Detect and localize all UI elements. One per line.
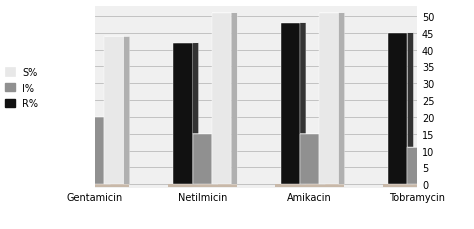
Polygon shape [339, 14, 345, 184]
Polygon shape [168, 184, 237, 187]
Polygon shape [231, 14, 237, 184]
Polygon shape [281, 24, 300, 184]
Polygon shape [300, 134, 319, 184]
Polygon shape [408, 34, 413, 184]
Polygon shape [300, 24, 306, 184]
Polygon shape [85, 117, 104, 184]
Polygon shape [427, 147, 433, 184]
Legend: S%, I%, R%: S%, I%, R% [3, 65, 40, 111]
Polygon shape [275, 184, 344, 187]
Polygon shape [85, 40, 91, 184]
Polygon shape [212, 14, 231, 184]
Polygon shape [388, 34, 408, 184]
Polygon shape [192, 44, 199, 184]
Polygon shape [446, 10, 452, 184]
Polygon shape [104, 37, 124, 184]
Polygon shape [427, 10, 446, 184]
Polygon shape [66, 40, 85, 184]
Polygon shape [60, 184, 129, 187]
Polygon shape [383, 184, 452, 187]
Polygon shape [408, 147, 427, 184]
Polygon shape [319, 134, 325, 184]
Polygon shape [192, 134, 212, 184]
Polygon shape [212, 134, 218, 184]
Polygon shape [124, 37, 130, 184]
Polygon shape [319, 14, 339, 184]
Polygon shape [173, 44, 192, 184]
Polygon shape [104, 117, 110, 184]
